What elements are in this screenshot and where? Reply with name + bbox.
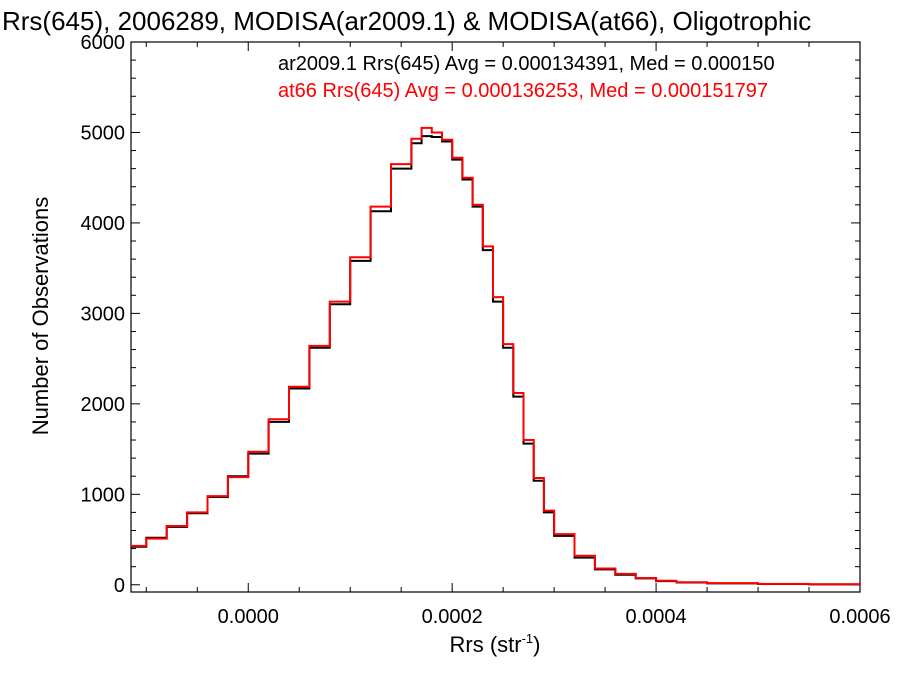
x-axis-label-close: ) <box>533 632 540 657</box>
plot-border <box>130 41 861 593</box>
series-line-1 <box>131 135 861 586</box>
y-tick-label: 3000 <box>81 303 126 325</box>
series-line-2 <box>131 126 861 586</box>
x-axis-label-sup: -1 <box>522 631 534 646</box>
y-tick-label: 1000 <box>81 484 126 506</box>
x-axis-label: Rrs (str-1) <box>450 631 541 657</box>
y-tick-label: 6000 <box>81 32 126 54</box>
y-axis: 0 1000 2000 3000 4000 5000 6000 <box>81 32 860 597</box>
x-tick-label: 0.0004 <box>625 606 686 628</box>
x-tick-label: 0.0002 <box>422 606 483 628</box>
x-tick-label: 0.0000 <box>218 606 279 628</box>
y-tick-label: 0 <box>114 575 125 597</box>
chart-title: Rrs(645), 2006289, MODISA(ar2009.1) & MO… <box>2 6 811 36</box>
x-axis: 0.0000 0.0002 0.0004 0.0006 <box>145 42 891 628</box>
legend-entry-2: at66 Rrs(645) Avg = 0.000136253, Med = 0… <box>278 80 768 102</box>
plot-frame <box>130 41 861 593</box>
y-tick-label: 5000 <box>81 122 126 144</box>
x-tick-label: 0.0006 <box>829 606 890 628</box>
y-tick-label: 4000 <box>81 213 126 235</box>
x-axis-label-main: Rrs (str <box>450 632 522 657</box>
legend-entry-1: ar2009.1 Rrs(645) Avg = 0.000134391, Med… <box>278 53 775 75</box>
series-layer <box>131 126 861 586</box>
y-axis-label: Number of Observations <box>28 197 53 435</box>
y-tick-label: 2000 <box>81 394 126 416</box>
